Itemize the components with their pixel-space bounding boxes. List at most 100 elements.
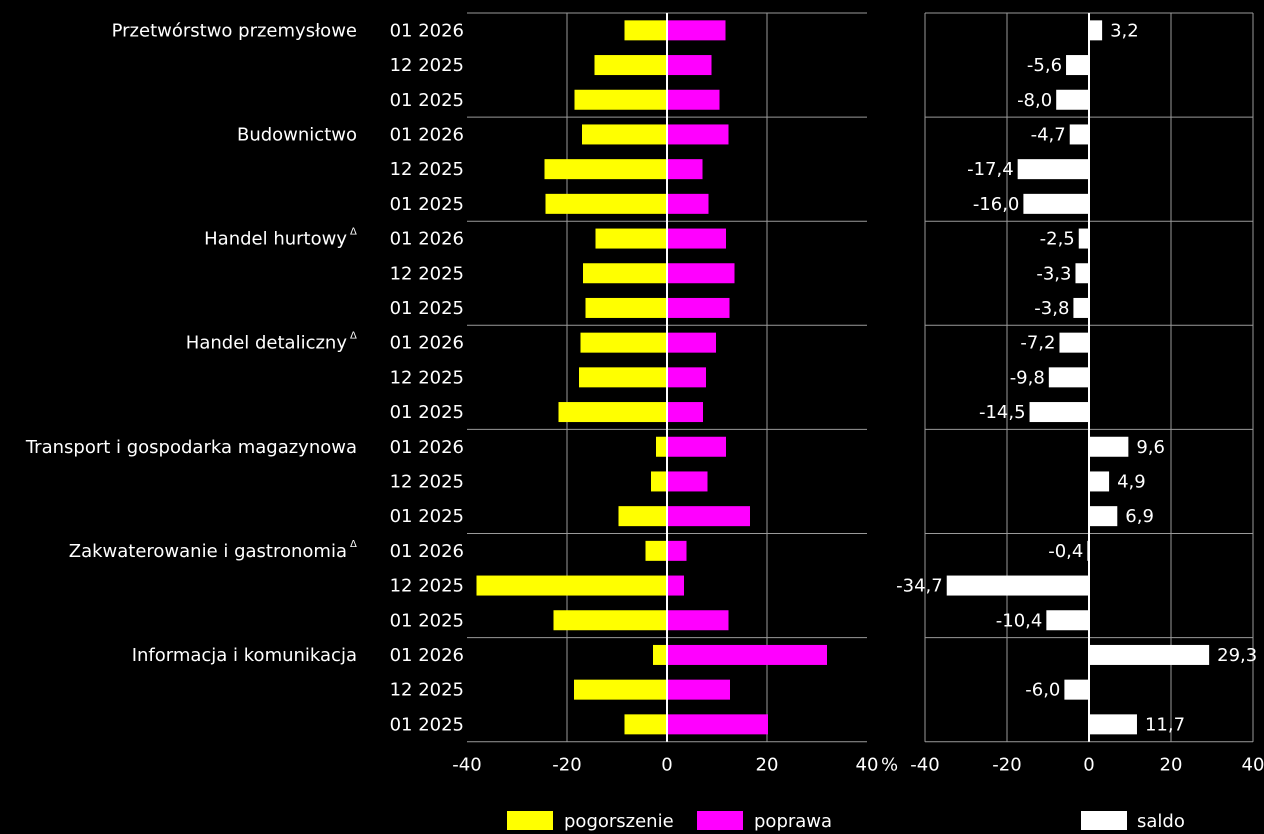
pogorszenie-bar <box>544 159 667 180</box>
pogorszenie-bar <box>582 124 667 145</box>
saldo-bar <box>1073 297 1089 318</box>
period-label: 01 2025 <box>390 610 464 631</box>
period-label: 12 2025 <box>390 263 464 284</box>
saldo-bar <box>1064 679 1089 700</box>
pogorszenie-bar <box>574 679 667 700</box>
saldo-bar <box>1059 332 1089 353</box>
period-label: 01 2026 <box>390 229 464 250</box>
poprawa-bar <box>667 714 768 735</box>
poprawa-bar <box>667 55 712 76</box>
poprawa-bar <box>667 644 827 665</box>
period-label: 01 2025 <box>390 298 464 319</box>
saldo-value-label: 9,6 <box>1136 437 1165 458</box>
poprawa-bar <box>667 89 720 110</box>
saldo-value-label: -16,0 <box>973 194 1020 215</box>
legend-swatch-saldo <box>1081 811 1127 830</box>
saldo-value-label: -14,5 <box>979 402 1026 423</box>
saldo-bar <box>1017 159 1089 180</box>
saldo-bar <box>1089 506 1118 527</box>
saldo-value-label: -7,2 <box>1020 333 1055 354</box>
period-label: 01 2026 <box>390 437 464 458</box>
saldo-value-label: 29,3 <box>1217 645 1257 666</box>
right-x-tick-label: -20 <box>992 755 1021 776</box>
saldo-bar <box>1089 20 1103 41</box>
poprawa-bar <box>667 471 708 492</box>
saldo-bar <box>1089 436 1129 457</box>
period-label: 12 2025 <box>390 471 464 492</box>
poprawa-bar <box>667 679 730 700</box>
left-bars <box>476 13 827 742</box>
saldo-bar <box>1075 263 1089 284</box>
period-label: 01 2025 <box>390 402 464 423</box>
poprawa-bar <box>667 228 726 249</box>
group-label: Transport i gospodarka magazynowa <box>25 437 357 458</box>
poprawa-bar <box>667 575 684 596</box>
saldo-bar <box>1089 714 1137 735</box>
pogorszenie-bar <box>656 436 667 457</box>
left-x-tick-label: -20 <box>552 755 581 776</box>
right-bars: 3,2 -5,6 -8,0 -4,7 -17,4 -16,0 -2,5 -3,3 -3,8 -7,… <box>896 13 1257 742</box>
pogorszenie-bar <box>553 610 667 631</box>
saldo-value-label: -6,0 <box>1025 680 1060 701</box>
pogorszenie-bar <box>585 297 667 318</box>
period-label: 12 2025 <box>390 367 464 388</box>
saldo-value-label: -4,7 <box>1031 124 1066 145</box>
poprawa-bar <box>667 402 703 423</box>
poprawa-bar <box>667 332 716 353</box>
saldo-bar <box>1089 644 1210 665</box>
group-label: Handel hurtowy <box>204 229 347 250</box>
group-label: Zakwaterowanie i gastronomia <box>69 541 347 562</box>
saldo-value-label: -3,8 <box>1034 298 1069 319</box>
legend: pogorszenie poprawa saldo <box>507 811 1185 832</box>
pogorszenie-bar <box>558 402 667 423</box>
saldo-value-label: -3,3 <box>1036 263 1071 284</box>
saldo-value-label: -5,6 <box>1027 55 1062 76</box>
right-x-tick-label: 0 <box>1083 755 1094 776</box>
legend-label-poprawa: poprawa <box>754 811 832 832</box>
poprawa-bar <box>667 436 726 457</box>
saldo-value-label: 11,7 <box>1145 714 1185 735</box>
period-label: 01 2025 <box>390 506 464 527</box>
pogorszenie-bar <box>476 575 667 596</box>
pogorszenie-bar <box>594 55 667 76</box>
saldo-bar <box>1056 89 1089 110</box>
saldo-value-label: -8,0 <box>1017 90 1052 111</box>
pogorszenie-bar <box>579 367 667 388</box>
left-x-tick-label: 40 <box>856 755 879 776</box>
poprawa-bar <box>667 124 729 145</box>
saldo-bar <box>1046 610 1089 631</box>
pogorszenie-bar <box>645 540 667 561</box>
period-label: 12 2025 <box>390 576 464 597</box>
poprawa-bar <box>667 540 687 561</box>
saldo-value-label: -34,7 <box>896 576 943 597</box>
poprawa-bar <box>667 610 729 631</box>
legend-label-pogorszenie: pogorszenie <box>564 811 674 832</box>
pogorszenie-bar <box>624 714 667 735</box>
right-x-tick-label: -40 <box>910 755 939 776</box>
pogorszenie-bar <box>624 20 667 41</box>
group-label: Przetwórstwo przemysłowe <box>112 20 357 41</box>
left-x-tick-label: 20 <box>756 755 779 776</box>
saldo-value-label: -9,8 <box>1010 367 1045 388</box>
group-mark: Δ <box>350 331 357 342</box>
period-label: 01 2026 <box>390 333 464 354</box>
legend-label-saldo: saldo <box>1137 811 1185 832</box>
period-label: 12 2025 <box>390 159 464 180</box>
axes: -40 -20 0 20 40% -40 -20 0 20 40 <box>452 755 1264 776</box>
poprawa-bar <box>667 367 706 388</box>
saldo-bar <box>1069 124 1089 145</box>
pogorszenie-bar <box>580 332 667 353</box>
saldo-bar <box>1029 402 1089 423</box>
pogorszenie-bar <box>574 89 667 110</box>
legend-swatch-pogorszenie <box>507 811 553 830</box>
period-label: 01 2026 <box>390 20 464 41</box>
pogorszenie-bar <box>583 263 667 284</box>
right-x-tick-label: 20 <box>1160 755 1183 776</box>
saldo-bar <box>1023 193 1089 214</box>
category-labels: Przetwórstwo przemysłowe 01 2026 12 2025 01… <box>25 20 464 735</box>
period-label: 01 2026 <box>390 124 464 145</box>
pogorszenie-bar <box>595 228 667 249</box>
saldo-value-label: -0,4 <box>1048 541 1083 562</box>
poprawa-bar <box>667 263 735 284</box>
